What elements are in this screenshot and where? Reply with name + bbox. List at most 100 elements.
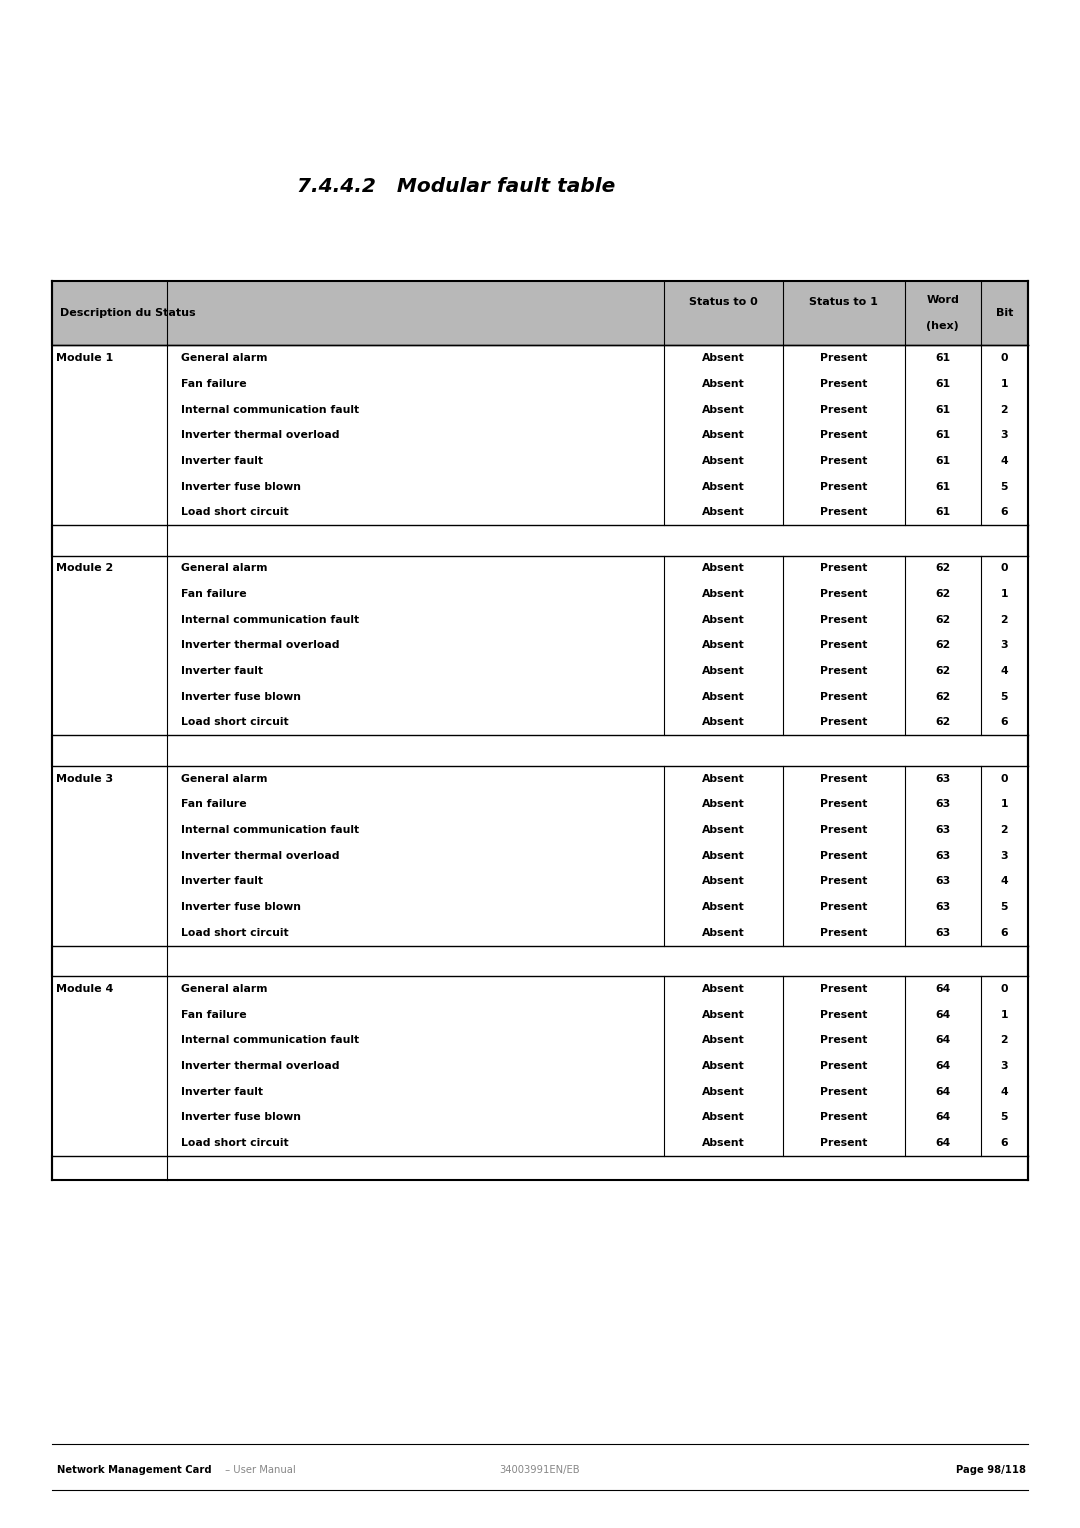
Text: Present: Present bbox=[820, 1036, 867, 1045]
Text: 63: 63 bbox=[935, 877, 950, 886]
Text: 62: 62 bbox=[935, 640, 950, 651]
Text: 6: 6 bbox=[1000, 718, 1009, 727]
Text: Internal communication fault: Internal communication fault bbox=[181, 405, 360, 414]
Text: 5: 5 bbox=[1001, 692, 1008, 701]
Text: Present: Present bbox=[820, 564, 867, 573]
Text: Present: Present bbox=[820, 825, 867, 834]
Text: Internal communication fault: Internal communication fault bbox=[181, 614, 360, 625]
Text: Word: Word bbox=[927, 295, 959, 306]
Text: Present: Present bbox=[820, 379, 867, 388]
Text: 5: 5 bbox=[1001, 481, 1008, 492]
Text: 5: 5 bbox=[1001, 902, 1008, 912]
Text: 63: 63 bbox=[935, 927, 950, 938]
Text: 4: 4 bbox=[1000, 1086, 1009, 1097]
Text: 61: 61 bbox=[935, 405, 950, 414]
Text: 3: 3 bbox=[1000, 431, 1009, 440]
Text: Inverter fuse blown: Inverter fuse blown bbox=[181, 1112, 301, 1122]
Text: Absent: Absent bbox=[702, 640, 745, 651]
Text: Fan failure: Fan failure bbox=[181, 379, 247, 388]
Text: Page 98/118: Page 98/118 bbox=[956, 1465, 1026, 1475]
Text: Absent: Absent bbox=[702, 405, 745, 414]
Text: Present: Present bbox=[820, 507, 867, 516]
Text: Present: Present bbox=[820, 481, 867, 492]
Bar bbox=[52, 1155, 1028, 1180]
Bar bbox=[52, 735, 1028, 766]
Text: 63: 63 bbox=[935, 902, 950, 912]
Text: 63: 63 bbox=[935, 799, 950, 810]
Text: Status to 1: Status to 1 bbox=[809, 296, 878, 307]
Text: Inverter fuse blown: Inverter fuse blown bbox=[181, 692, 301, 701]
Text: Absent: Absent bbox=[702, 851, 745, 860]
Text: Present: Present bbox=[820, 692, 867, 701]
Text: Fan failure: Fan failure bbox=[181, 590, 247, 599]
Text: Inverter fuse blown: Inverter fuse blown bbox=[181, 481, 301, 492]
Text: 63: 63 bbox=[935, 825, 950, 834]
Text: 61: 61 bbox=[935, 507, 950, 516]
Text: 2: 2 bbox=[1000, 405, 1009, 414]
Text: 62: 62 bbox=[935, 614, 950, 625]
Text: General alarm: General alarm bbox=[181, 353, 268, 364]
Text: Bit: Bit bbox=[996, 309, 1013, 318]
Text: Absent: Absent bbox=[702, 455, 745, 466]
Text: 64: 64 bbox=[935, 1086, 950, 1097]
Text: Absent: Absent bbox=[702, 614, 745, 625]
Text: Absent: Absent bbox=[702, 825, 745, 834]
Text: Present: Present bbox=[820, 353, 867, 364]
Text: Internal communication fault: Internal communication fault bbox=[181, 1036, 360, 1045]
Text: 64: 64 bbox=[935, 1010, 950, 1019]
Text: 61: 61 bbox=[935, 379, 950, 388]
Text: Absent: Absent bbox=[702, 1010, 745, 1019]
Text: 0: 0 bbox=[1001, 564, 1008, 573]
Text: 5: 5 bbox=[1001, 1112, 1008, 1122]
Text: Present: Present bbox=[820, 1086, 867, 1097]
Text: Absent: Absent bbox=[702, 590, 745, 599]
Text: Module 2: Module 2 bbox=[56, 564, 113, 573]
Bar bbox=[52, 281, 1028, 345]
Text: Absent: Absent bbox=[702, 718, 745, 727]
Text: Absent: Absent bbox=[702, 379, 745, 388]
Text: 3: 3 bbox=[1000, 851, 1009, 860]
Text: Description du Status: Description du Status bbox=[60, 309, 197, 318]
Text: 64: 64 bbox=[935, 1036, 950, 1045]
Text: Present: Present bbox=[820, 877, 867, 886]
Text: Inverter thermal overload: Inverter thermal overload bbox=[181, 431, 340, 440]
Text: 62: 62 bbox=[935, 718, 950, 727]
Bar bbox=[52, 766, 1028, 946]
Text: Present: Present bbox=[820, 902, 867, 912]
Text: Network Management Card: Network Management Card bbox=[57, 1465, 212, 1475]
Text: General alarm: General alarm bbox=[181, 984, 268, 993]
Text: 2: 2 bbox=[1000, 1036, 1009, 1045]
Text: 4: 4 bbox=[1000, 666, 1009, 675]
Text: Present: Present bbox=[820, 1060, 867, 1071]
Text: Fan failure: Fan failure bbox=[181, 1010, 247, 1019]
Text: Present: Present bbox=[820, 640, 867, 651]
Text: Module 1: Module 1 bbox=[56, 353, 113, 364]
Text: 6: 6 bbox=[1000, 507, 1009, 516]
Text: Fan failure: Fan failure bbox=[181, 799, 247, 810]
Text: Absent: Absent bbox=[702, 353, 745, 364]
Text: Inverter fault: Inverter fault bbox=[181, 455, 264, 466]
Text: 2: 2 bbox=[1000, 825, 1009, 834]
Text: 0: 0 bbox=[1001, 353, 1008, 364]
Text: 0: 0 bbox=[1001, 984, 1008, 993]
Text: Absent: Absent bbox=[702, 1112, 745, 1122]
Text: 62: 62 bbox=[935, 666, 950, 675]
Text: Present: Present bbox=[820, 1010, 867, 1019]
Text: Present: Present bbox=[820, 1112, 867, 1122]
Text: 63: 63 bbox=[935, 851, 950, 860]
Text: Present: Present bbox=[820, 773, 867, 784]
Text: 62: 62 bbox=[935, 692, 950, 701]
Bar bbox=[52, 976, 1028, 1155]
Text: Present: Present bbox=[820, 666, 867, 675]
Text: Load short circuit: Load short circuit bbox=[181, 507, 289, 516]
Text: Present: Present bbox=[820, 1138, 867, 1148]
Text: 61: 61 bbox=[935, 455, 950, 466]
Text: Present: Present bbox=[820, 799, 867, 810]
Text: 2: 2 bbox=[1000, 614, 1009, 625]
Text: 1: 1 bbox=[1001, 379, 1008, 388]
Text: Absent: Absent bbox=[702, 773, 745, 784]
Text: Inverter thermal overload: Inverter thermal overload bbox=[181, 640, 340, 651]
Text: Present: Present bbox=[820, 851, 867, 860]
Bar bbox=[52, 526, 1028, 556]
Text: Load short circuit: Load short circuit bbox=[181, 927, 289, 938]
